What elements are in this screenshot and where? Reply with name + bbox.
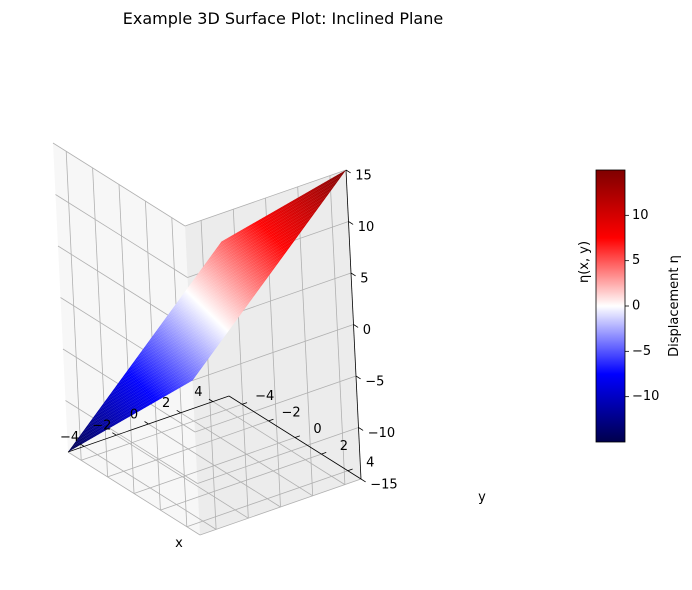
y-tick-label: −4 bbox=[255, 389, 274, 404]
grid-line-z-back bbox=[197, 427, 359, 484]
y-tick-label: 2 bbox=[340, 439, 348, 454]
grid-line-y-floor bbox=[107, 420, 269, 478]
surface-plane bbox=[68, 170, 346, 452]
grid-line-z-left bbox=[67, 451, 201, 536]
z-tick-mark bbox=[358, 427, 364, 431]
x-tick-label: 0 bbox=[130, 407, 138, 422]
tick-marks: −4 −2 0 2 4 −4 −2 0 2 4 −15 −10 −5 0 5 10 15 bbox=[60, 168, 398, 492]
grid-line-y-floor bbox=[133, 437, 296, 494]
colorbar-tick-label: 5 bbox=[632, 253, 640, 268]
grid-line-z-left bbox=[55, 194, 188, 278]
z-tick-label: −5 bbox=[365, 374, 384, 389]
z-tick-mark bbox=[353, 324, 359, 328]
z-tick-mark bbox=[360, 478, 366, 483]
colorbar-tick-label: 10 bbox=[632, 208, 649, 223]
grid-line-y-floor bbox=[81, 403, 243, 461]
chart-title: Example 3D Surface Plot: Inclined Plane bbox=[123, 9, 443, 28]
z-tick-label: 10 bbox=[358, 220, 375, 235]
colorbar-tick-label: 0 bbox=[632, 299, 640, 314]
surface-mesh bbox=[70, 171, 344, 451]
grid-line-z-left bbox=[52, 142, 186, 227]
grid-line-z-back bbox=[199, 478, 362, 536]
y-tick-label: 0 bbox=[313, 422, 321, 437]
z-tick-label: −15 bbox=[370, 477, 397, 492]
z-tick-mark bbox=[345, 169, 351, 174]
grid-line-y-floor bbox=[186, 470, 348, 528]
y-tick-mark bbox=[294, 435, 300, 438]
x-tick-label: 2 bbox=[162, 396, 170, 411]
surface-layer bbox=[68, 170, 346, 452]
x-tick-mark bbox=[208, 398, 214, 402]
grid-line-z-back bbox=[184, 169, 347, 227]
colorbar-ticks: −10 −5 0 5 10 bbox=[625, 208, 659, 404]
colorbar-tick-label: −10 bbox=[632, 389, 659, 404]
y-tick-label: 4 bbox=[366, 455, 374, 470]
z-tick-mark bbox=[355, 375, 361, 380]
grid-line-z-left bbox=[65, 400, 198, 484]
z-tick-mark bbox=[350, 272, 356, 277]
x-axis-label: x bbox=[175, 536, 183, 551]
y-tick-label: −2 bbox=[282, 406, 301, 421]
grid-line-z-back bbox=[194, 375, 357, 433]
colorbar-label: Displacement η bbox=[667, 255, 682, 357]
z-tick-mark bbox=[348, 221, 354, 225]
x-tick-mark bbox=[176, 409, 181, 414]
z-tick-label: 5 bbox=[360, 271, 368, 286]
x-tick-label: −4 bbox=[60, 430, 79, 445]
x-tick-mark bbox=[79, 443, 85, 447]
y-tick-mark bbox=[242, 402, 248, 405]
colorbar-tick-label: −5 bbox=[632, 344, 651, 359]
y-tick-mark bbox=[268, 418, 274, 422]
z-tick-label: 15 bbox=[355, 168, 372, 183]
x-tick-mark bbox=[112, 432, 117, 436]
y-axis-label: y bbox=[478, 490, 486, 505]
x-tick-mark bbox=[144, 421, 149, 425]
y-tick-mark bbox=[347, 468, 353, 472]
x-tick-label: 4 bbox=[194, 385, 202, 400]
z-axis-label: η(x, y) bbox=[577, 241, 592, 283]
x-tick-label: −2 bbox=[92, 419, 111, 434]
y-tick-mark bbox=[321, 452, 327, 455]
grid-line-z-back bbox=[192, 324, 354, 381]
z-tick-label: 0 bbox=[363, 323, 371, 338]
colorbar-fill bbox=[595, 169, 626, 443]
grid-line-y-floor bbox=[160, 453, 322, 511]
colorbar: −10 −5 0 5 10 Displacement η bbox=[595, 169, 682, 443]
z-tick-label: −10 bbox=[368, 426, 395, 441]
